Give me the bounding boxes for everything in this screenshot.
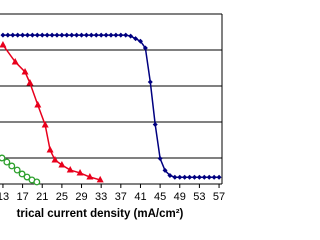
point: [187, 174, 193, 180]
point: [157, 156, 163, 161]
point: [133, 36, 139, 42]
point: [196, 174, 202, 180]
point: [8, 162, 16, 170]
point: [21, 67, 29, 75]
point: [0, 154, 6, 162]
series-line: [2, 44, 101, 181]
point: [49, 32, 55, 38]
point: [44, 32, 50, 38]
point: [201, 174, 207, 180]
x-axis-title: trical current density (mA/cm²): [17, 208, 184, 220]
point: [137, 38, 143, 44]
point: [39, 32, 45, 38]
point: [5, 32, 11, 38]
point: [41, 121, 49, 128]
point: [83, 32, 89, 38]
x-tick-label: 13: [0, 191, 9, 203]
point: [142, 45, 148, 51]
point: [46, 146, 54, 153]
point: [108, 32, 114, 38]
point: [211, 174, 217, 180]
x-tick-label: 21: [36, 191, 48, 203]
x-tick-label: 33: [95, 191, 107, 203]
point: [51, 156, 59, 163]
point: [58, 160, 66, 168]
point: [162, 167, 168, 173]
point: [10, 32, 16, 38]
point: [20, 32, 26, 38]
point: [74, 32, 80, 38]
point: [54, 32, 60, 38]
x-tick-label: 53: [193, 191, 205, 203]
point: [88, 32, 94, 38]
point: [25, 32, 31, 38]
point: [103, 32, 109, 38]
x-tick-label: 29: [75, 191, 87, 203]
point: [3, 158, 11, 166]
point: [93, 32, 99, 38]
point: [69, 32, 75, 38]
point: [98, 32, 104, 38]
point: [34, 32, 40, 38]
point: [29, 32, 35, 38]
x-tick-label: 37: [115, 191, 127, 203]
point: [147, 79, 153, 85]
x-tick-label: 41: [134, 191, 146, 203]
x-tick-label: 17: [16, 191, 28, 203]
point: [33, 178, 41, 186]
point: [152, 122, 158, 127]
x-tick-label: 49: [174, 191, 186, 203]
x-tick-label: 57: [213, 191, 225, 203]
point: [86, 173, 94, 180]
point: [76, 168, 84, 176]
point: [18, 170, 26, 178]
point: [172, 174, 178, 180]
point: [13, 166, 21, 174]
point: [79, 32, 85, 38]
point: [66, 166, 74, 173]
point: [23, 173, 31, 181]
point: [123, 32, 129, 38]
point: [113, 32, 119, 38]
point: [59, 32, 65, 38]
point: [118, 32, 124, 38]
point: [0, 32, 6, 38]
point: [11, 57, 19, 65]
point: [34, 100, 42, 108]
point: [206, 174, 212, 180]
x-tick-label: 45: [154, 191, 166, 203]
point: [191, 174, 197, 180]
point: [177, 174, 183, 180]
point: [96, 175, 104, 183]
chart: trical current density (mA/cm²) 13 17 21 25…: [0, 13, 225, 220]
point: [167, 173, 173, 178]
x-tick-label: 25: [56, 191, 68, 203]
point: [182, 174, 188, 180]
point: [0, 40, 7, 48]
point: [64, 32, 70, 38]
point: [26, 79, 34, 86]
point: [15, 32, 21, 38]
point: [216, 174, 222, 180]
point: [128, 33, 134, 39]
